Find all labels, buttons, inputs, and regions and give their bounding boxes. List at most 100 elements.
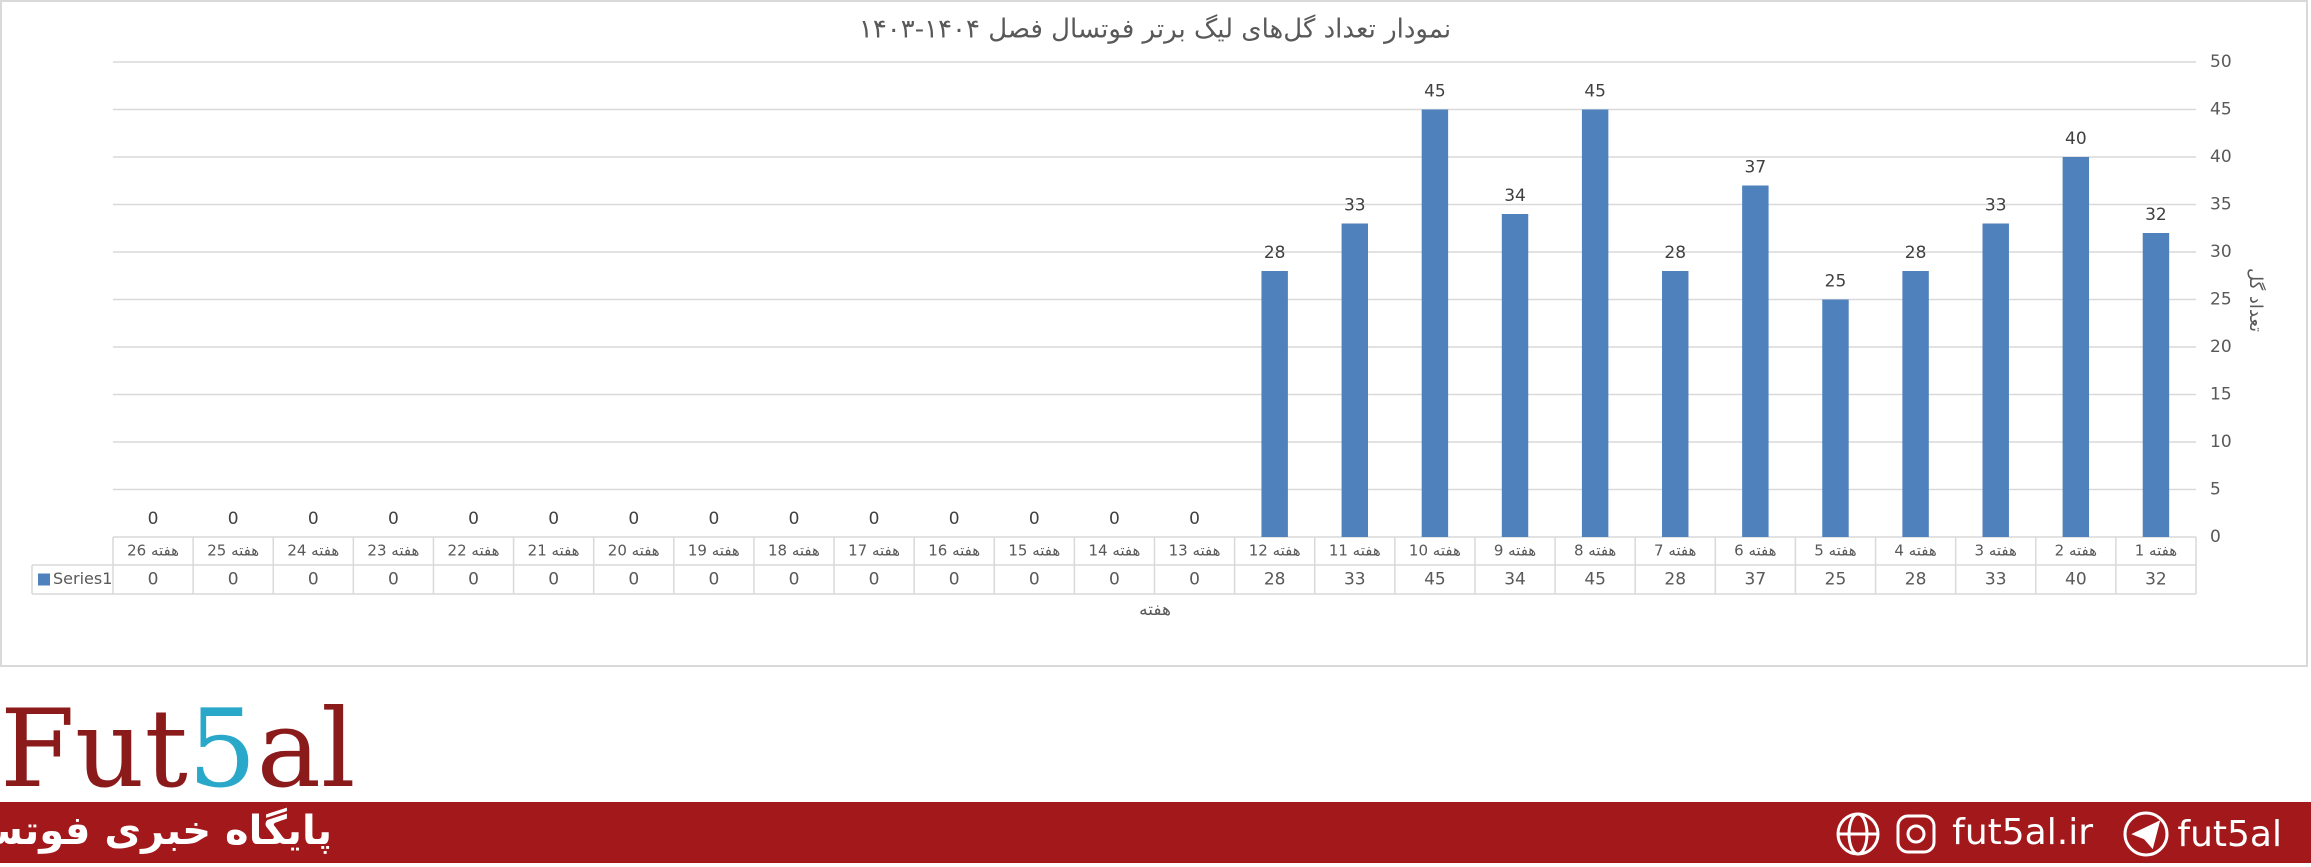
table-value: 37 bbox=[1745, 570, 1767, 590]
tagline: پایگاه خبری فوتسال bbox=[0, 807, 332, 854]
bar bbox=[1982, 223, 2009, 537]
x-tick-label: هفته 4 bbox=[1894, 542, 1936, 560]
y-tick-label: 5 bbox=[2210, 480, 2221, 500]
table-value: 25 bbox=[1825, 570, 1847, 590]
y-tick-label: 40 bbox=[2210, 147, 2232, 167]
x-tick-label: هفته 8 bbox=[1574, 542, 1616, 560]
table-value: 0 bbox=[148, 570, 159, 590]
bar bbox=[1742, 185, 1769, 537]
table-value: 28 bbox=[1905, 570, 1927, 590]
legend-swatch bbox=[38, 573, 50, 586]
table-value: 28 bbox=[1264, 570, 1286, 590]
x-tick-label: هفته 5 bbox=[1814, 542, 1856, 560]
data-label: 45 bbox=[1584, 82, 1606, 102]
x-axis-title: هفته bbox=[1139, 600, 1171, 620]
handle: fut5al bbox=[2177, 814, 2282, 855]
table-value: 0 bbox=[468, 570, 479, 590]
bar bbox=[2062, 157, 2090, 537]
table-value: 0 bbox=[1189, 570, 1200, 590]
instagram-icon-part bbox=[1906, 824, 1926, 844]
data-label: 32 bbox=[2145, 205, 2167, 225]
x-tick-label: هفته 23 bbox=[367, 542, 419, 560]
x-tick-label: هفته 20 bbox=[608, 542, 660, 560]
x-tick-label: هفته 14 bbox=[1088, 542, 1140, 560]
data-label: 28 bbox=[1264, 243, 1286, 263]
x-tick-label: هفته 10 bbox=[1409, 542, 1461, 560]
social-icons bbox=[1836, 811, 2169, 857]
table-value: 0 bbox=[308, 570, 319, 590]
data-label: 0 bbox=[1029, 509, 1040, 529]
data-label: 25 bbox=[1825, 272, 1847, 292]
bar bbox=[1822, 299, 1849, 537]
data-label: 45 bbox=[1424, 82, 1446, 102]
x-tick-label: هفته 21 bbox=[528, 542, 580, 560]
x-tick-label: هفته 15 bbox=[1008, 542, 1060, 560]
x-tick-label: هفته 3 bbox=[1975, 542, 2017, 560]
data-label: 0 bbox=[388, 509, 399, 529]
table-value: 32 bbox=[2145, 570, 2167, 590]
data-label: 0 bbox=[708, 509, 719, 529]
bar bbox=[2142, 233, 2170, 537]
x-tick-label: هفته 17 bbox=[848, 542, 900, 560]
legend-label: Series1 bbox=[53, 569, 112, 588]
bar bbox=[1421, 109, 1449, 537]
x-tick-label: هفته 26 bbox=[127, 542, 179, 560]
y-tick-label: 15 bbox=[2210, 385, 2232, 405]
data-label: 0 bbox=[869, 509, 880, 529]
logo-part: Fut bbox=[0, 687, 188, 812]
data-label: 0 bbox=[548, 509, 559, 529]
logo-part: 5 bbox=[188, 687, 257, 812]
x-tick-label: هفته 2 bbox=[2055, 542, 2097, 560]
x-tick-label: هفته 22 bbox=[448, 542, 500, 560]
data-label: 0 bbox=[308, 509, 319, 529]
data-label: 0 bbox=[789, 509, 800, 529]
x-tick-label: هفته 9 bbox=[1494, 542, 1536, 560]
data-label: 0 bbox=[1189, 509, 1200, 529]
table-value: 45 bbox=[1584, 570, 1606, 590]
x-tick-label: هفته 24 bbox=[287, 542, 339, 560]
y-tick-label: 35 bbox=[2210, 195, 2232, 215]
data-label: 40 bbox=[2065, 129, 2087, 149]
table-value: 0 bbox=[228, 570, 239, 590]
y-tick-label: 50 bbox=[2210, 52, 2232, 72]
table-value: 0 bbox=[388, 570, 399, 590]
bar bbox=[1341, 223, 1369, 537]
website: fut5al.ir bbox=[1952, 812, 2093, 853]
y-tick-label: 20 bbox=[2210, 337, 2232, 357]
y-tick-label: 25 bbox=[2210, 290, 2232, 310]
telegram-icon-part bbox=[2131, 820, 2161, 850]
instagram-icon bbox=[1896, 814, 1936, 854]
table-value: 0 bbox=[548, 570, 559, 590]
data-label: 34 bbox=[1504, 186, 1526, 206]
y-tick-label: 30 bbox=[2210, 242, 2232, 262]
x-tick-label: هفته 25 bbox=[207, 542, 259, 560]
chart-title: نمودار تعداد گل‌های لیگ برتر فوتسال فصل … bbox=[859, 14, 1451, 45]
table-value: 33 bbox=[1344, 570, 1366, 590]
table-value: 28 bbox=[1664, 570, 1686, 590]
bar bbox=[1261, 271, 1288, 537]
table-value: 0 bbox=[1109, 570, 1120, 590]
data-label: 37 bbox=[1745, 158, 1767, 178]
x-tick-label: هفته 6 bbox=[1734, 542, 1776, 560]
data-label: 0 bbox=[628, 509, 639, 529]
table-value: 34 bbox=[1504, 570, 1526, 590]
data-label: 0 bbox=[468, 509, 479, 529]
x-tick-label: هفته 19 bbox=[688, 542, 740, 560]
table-value: 0 bbox=[708, 570, 719, 590]
table-value: 40 bbox=[2065, 570, 2087, 590]
table-value: 33 bbox=[1985, 570, 2007, 590]
bar bbox=[1581, 109, 1609, 537]
table-value: 0 bbox=[628, 570, 639, 590]
table-value: 45 bbox=[1424, 570, 1446, 590]
y-tick-label: 10 bbox=[2210, 432, 2232, 452]
table-value: 0 bbox=[789, 570, 800, 590]
data-label: 0 bbox=[228, 509, 239, 529]
x-tick-label: هفته 16 bbox=[928, 542, 980, 560]
table-value: 0 bbox=[1029, 570, 1040, 590]
logo: Fut5al bbox=[0, 687, 356, 812]
data-label: 0 bbox=[148, 509, 159, 529]
x-tick-label: هفته 1 bbox=[2135, 542, 2177, 560]
y-axis-title: تعداد گل bbox=[2245, 268, 2267, 332]
